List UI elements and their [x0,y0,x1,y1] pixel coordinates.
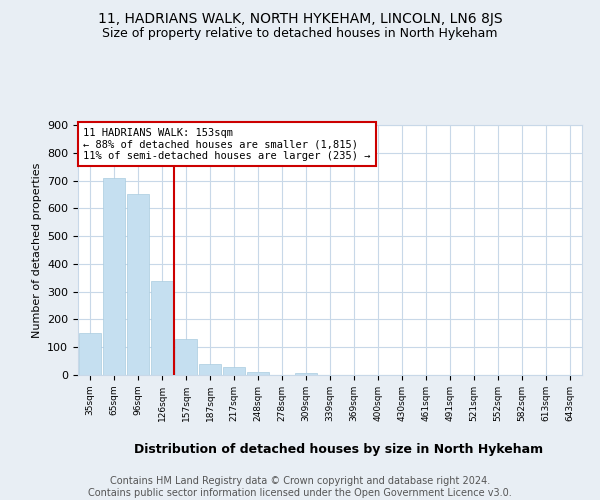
Text: Size of property relative to detached houses in North Hykeham: Size of property relative to detached ho… [102,28,498,40]
Bar [127,194,149,375]
Text: Contains HM Land Registry data © Crown copyright and database right 2024.
Contai: Contains HM Land Registry data © Crown c… [88,476,512,498]
Bar [175,339,197,375]
Bar [223,367,245,375]
Text: Distribution of detached houses by size in North Hykeham: Distribution of detached houses by size … [134,442,544,456]
Bar [79,334,101,375]
Text: 11, HADRIANS WALK, NORTH HYKEHAM, LINCOLN, LN6 8JS: 11, HADRIANS WALK, NORTH HYKEHAM, LINCOL… [98,12,502,26]
Bar [199,364,221,375]
Y-axis label: Number of detached properties: Number of detached properties [32,162,41,338]
Bar [103,178,125,375]
Text: 11 HADRIANS WALK: 153sqm
← 88% of detached houses are smaller (1,815)
11% of sem: 11 HADRIANS WALK: 153sqm ← 88% of detach… [83,128,371,160]
Bar [295,373,317,375]
Bar [151,280,173,375]
Bar [247,372,269,375]
